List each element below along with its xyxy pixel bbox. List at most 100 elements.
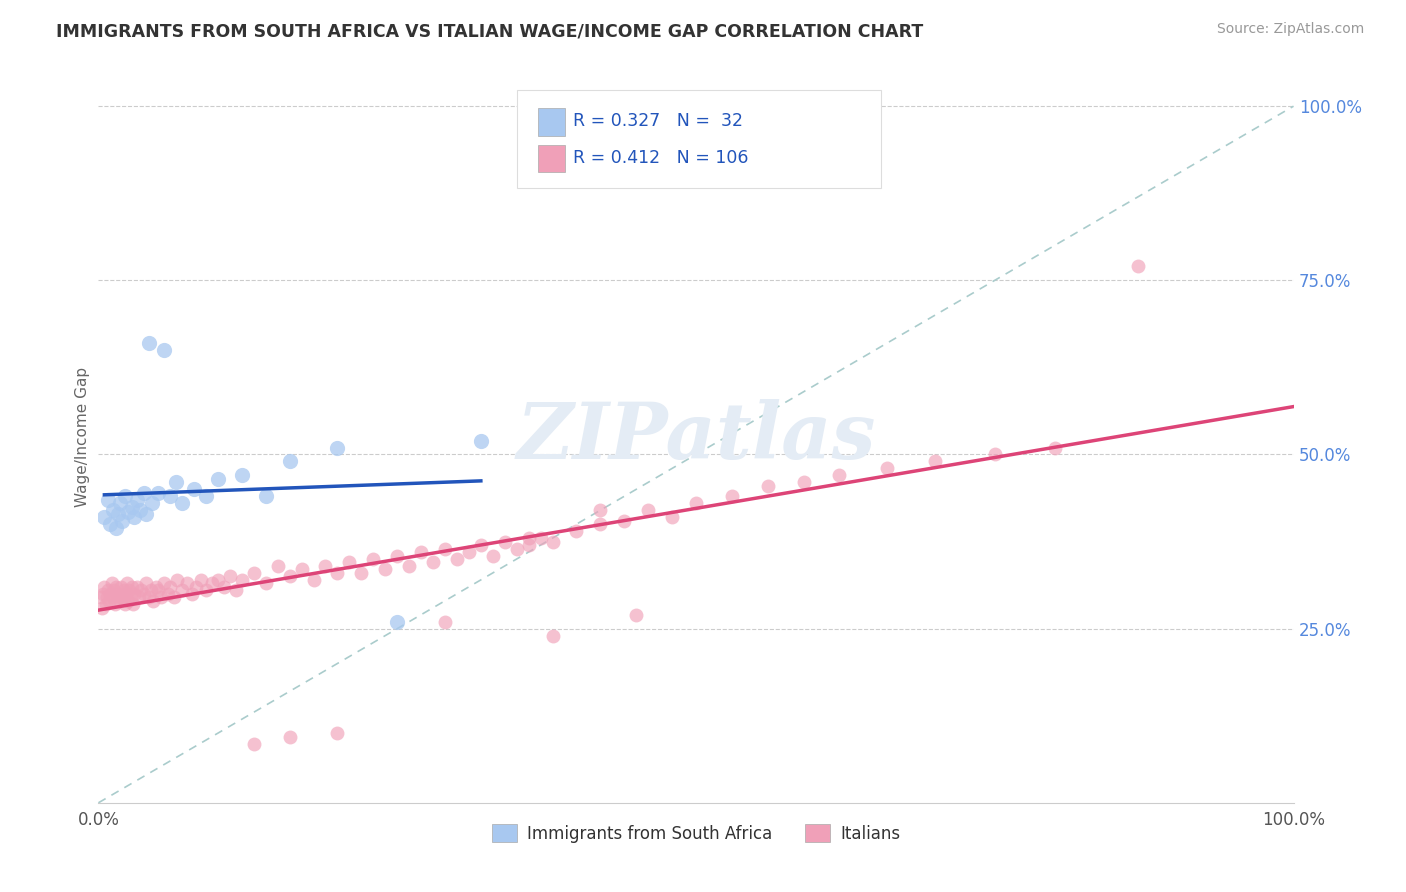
Point xyxy=(506,541,529,556)
Point xyxy=(756,479,779,493)
Point xyxy=(110,580,132,594)
Point xyxy=(458,545,481,559)
Point xyxy=(138,336,160,351)
Point xyxy=(131,583,153,598)
Point xyxy=(278,569,301,583)
Point xyxy=(105,580,128,594)
Point xyxy=(98,517,122,532)
Legend: Immigrants from South Africa, Italians: Immigrants from South Africa, Italians xyxy=(485,818,907,849)
Point xyxy=(104,597,127,611)
Point xyxy=(186,580,208,594)
Point xyxy=(398,558,420,573)
Point xyxy=(434,541,457,556)
Point xyxy=(91,600,114,615)
Point xyxy=(326,726,349,740)
Point xyxy=(541,534,564,549)
Point xyxy=(243,566,266,580)
Point xyxy=(153,343,176,357)
Point xyxy=(172,583,194,598)
Point xyxy=(212,580,235,594)
Point xyxy=(149,591,172,605)
Point xyxy=(132,485,155,500)
Point xyxy=(219,569,242,583)
Text: IMMIGRANTS FROM SOUTH AFRICA VS ITALIAN WAGE/INCOME GAP CORRELATION CHART: IMMIGRANTS FROM SOUTH AFRICA VS ITALIAN … xyxy=(56,22,924,40)
FancyBboxPatch shape xyxy=(517,90,882,188)
Point xyxy=(626,607,648,622)
Point xyxy=(135,576,157,591)
Point xyxy=(195,583,218,598)
Point xyxy=(385,615,409,629)
Point xyxy=(176,576,198,591)
Point xyxy=(112,583,135,598)
Point xyxy=(613,514,636,528)
Point xyxy=(139,583,162,598)
Point xyxy=(103,583,125,598)
Point xyxy=(132,587,155,601)
Point xyxy=(91,587,114,601)
Point xyxy=(125,580,148,594)
Point xyxy=(481,549,505,563)
Point xyxy=(100,576,122,591)
Point xyxy=(541,629,564,643)
Point xyxy=(183,483,205,497)
Point xyxy=(231,468,253,483)
Point xyxy=(278,454,301,468)
Point xyxy=(129,503,152,517)
Point xyxy=(114,489,136,503)
Point xyxy=(470,434,492,448)
Point xyxy=(135,507,157,521)
Point xyxy=(115,587,138,601)
Point xyxy=(114,597,136,611)
Point xyxy=(721,489,744,503)
Point xyxy=(517,531,540,545)
Point xyxy=(141,496,163,510)
Point xyxy=(411,545,433,559)
Point xyxy=(148,583,170,598)
Point xyxy=(339,556,361,570)
Point xyxy=(138,591,160,605)
Point xyxy=(470,538,492,552)
Point xyxy=(117,505,139,519)
Point xyxy=(107,591,129,605)
Y-axis label: Wage/Income Gap: Wage/Income Gap xyxy=(75,367,90,508)
Point xyxy=(291,562,314,576)
Point xyxy=(924,454,946,468)
Point xyxy=(190,573,212,587)
Point xyxy=(166,573,188,587)
Point xyxy=(105,521,128,535)
Point xyxy=(93,510,115,524)
Point xyxy=(1043,441,1066,455)
Point xyxy=(201,576,224,591)
Point xyxy=(111,514,134,528)
Point xyxy=(422,556,444,570)
Point xyxy=(108,594,131,608)
Point xyxy=(315,558,337,573)
Point xyxy=(108,496,131,510)
Point xyxy=(163,591,186,605)
Point xyxy=(128,591,150,605)
Point xyxy=(302,573,325,587)
Point xyxy=(565,524,588,538)
Point xyxy=(446,552,468,566)
Point xyxy=(101,503,124,517)
Point xyxy=(494,534,516,549)
Point xyxy=(530,531,553,545)
Point xyxy=(94,597,117,611)
Point xyxy=(793,475,815,490)
Point xyxy=(145,580,167,594)
Point xyxy=(101,591,124,605)
Point xyxy=(159,489,181,503)
Point xyxy=(195,489,218,503)
Point xyxy=(254,489,277,503)
Point xyxy=(254,576,277,591)
Point xyxy=(685,496,707,510)
Point xyxy=(98,594,121,608)
Point xyxy=(517,538,540,552)
Point xyxy=(278,730,301,744)
Point xyxy=(207,472,229,486)
Point xyxy=(267,558,290,573)
Point xyxy=(122,597,145,611)
Point xyxy=(350,566,373,580)
Point xyxy=(159,580,181,594)
Point xyxy=(111,591,134,605)
